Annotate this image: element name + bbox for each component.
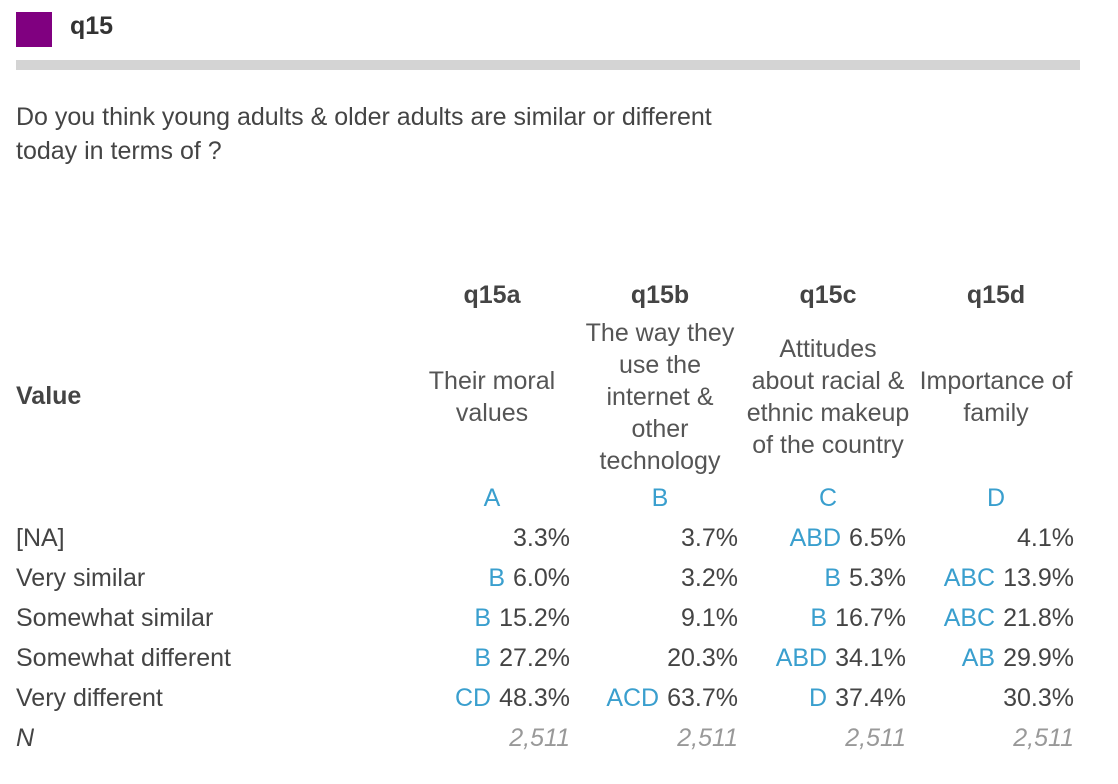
table-row: Very similar B 6.0% 3.2% B 5.3% ABC 13.9% — [10, 558, 1080, 598]
significance-letters: ABD — [789, 523, 842, 552]
cell-value: 5.3% — [849, 563, 906, 592]
row-label: N — [16, 723, 35, 752]
column-letter: B — [651, 483, 669, 512]
cell-value: 34.1% — [835, 643, 906, 672]
table-cell: B 16.7% — [744, 598, 912, 638]
cell-value: 27.2% — [499, 643, 570, 672]
table-cell: 3.2% — [576, 558, 744, 598]
cell-value: 3.3% — [513, 523, 570, 552]
significance-letters: CD — [455, 683, 492, 712]
table-cell: ACD 63.7% — [576, 678, 744, 718]
cell-value: 3.2% — [681, 563, 738, 592]
significance-letters: AB — [961, 643, 996, 672]
question-line-1: Do you think young adults & older adults… — [16, 103, 712, 131]
column-letter: C — [818, 483, 838, 512]
header-spacer — [10, 275, 408, 315]
table-cell: ABD 34.1% — [744, 638, 912, 678]
significance-letters: B — [474, 603, 492, 632]
table-cell: 9.1% — [576, 598, 744, 638]
cell-value: 21.8% — [1003, 603, 1074, 632]
column-description: Importance of family — [919, 366, 1073, 427]
cell-value: 30.3% — [1003, 683, 1074, 712]
cell-value: 63.7% — [667, 683, 738, 712]
question-line-2: today in terms of ? — [16, 137, 222, 165]
cell-value: 15.2% — [499, 603, 570, 632]
table-cell: 4.1% — [912, 518, 1080, 558]
table-cell: D 37.4% — [744, 678, 912, 718]
cell-value: 3.7% — [681, 523, 738, 552]
column-description: Attitudes about racial & ethnic makeup o… — [746, 334, 910, 459]
significance-letters: ABC — [943, 563, 996, 592]
column-description: The way they use the internet & other te… — [585, 318, 735, 475]
table-row: Somewhat different B 27.2% 20.3% ABD 34.1%… — [10, 638, 1080, 678]
table-cell: ABC 13.9% — [912, 558, 1080, 598]
cell-value: 48.3% — [499, 683, 570, 712]
column-code: q15a — [463, 280, 521, 309]
cell-value: 6.5% — [849, 523, 906, 552]
significance-letters: ABD — [775, 643, 828, 672]
cell-value: 4.1% — [1017, 523, 1074, 552]
significance-letters: D — [809, 683, 828, 712]
table-cell: B 6.0% — [408, 558, 576, 598]
significance-letters: B — [474, 643, 492, 672]
table-cell: 30.3% — [912, 678, 1080, 718]
significance-letters: ABC — [943, 603, 996, 632]
table-row: Very different CD 48.3% ACD 63.7% D 37.4% 3… — [10, 678, 1080, 718]
table-cell: CD 48.3% — [408, 678, 576, 718]
cell-value: 9.1% — [681, 603, 738, 632]
column-code: q15c — [799, 280, 857, 309]
sample-size-row: N 2,511 2,511 2,511 2,511 — [10, 718, 1080, 758]
table-row: Somewhat similar B 15.2% 9.1% B 16.7% ABC 2… — [10, 598, 1080, 638]
cell-value: 37.4% — [835, 683, 906, 712]
question-title: q15 — [70, 12, 114, 40]
table-cell: 20.3% — [576, 638, 744, 678]
cell-value: 6.0% — [513, 563, 570, 592]
significance-letters: B — [810, 603, 828, 632]
sample-size-value: 2,511 — [677, 723, 738, 752]
significance-letters: ACD — [606, 683, 660, 712]
value-header: Value — [16, 382, 82, 410]
row-label: [NA] — [16, 523, 65, 552]
cell-value: 16.7% — [835, 603, 906, 632]
column-description-row: Value Their moral values The way they us… — [10, 315, 1080, 478]
table-cell: 3.3% — [408, 518, 576, 558]
table-cell: ABC 21.8% — [912, 598, 1080, 638]
column-code-row: q15a q15b q15c q15d — [10, 275, 1080, 315]
question-text: Do you think young adults & older adults… — [16, 100, 816, 168]
row-label: Somewhat different — [16, 643, 231, 672]
cell-value: 20.3% — [667, 643, 738, 672]
table-cell: AB 29.9% — [912, 638, 1080, 678]
column-code: q15d — [966, 280, 1026, 309]
sample-size-value: 2,511 — [1013, 723, 1074, 752]
table-cell: B 15.2% — [408, 598, 576, 638]
significance-letters: B — [488, 563, 506, 592]
sample-size-value: 2,511 — [845, 723, 906, 752]
column-letter: D — [986, 483, 1006, 512]
column-description: Their moral values — [428, 366, 556, 427]
cell-value: 13.9% — [1003, 563, 1074, 592]
crosstab-table: q15a q15b q15c q15d Value Their moral va… — [10, 275, 1080, 758]
table-cell: 3.7% — [576, 518, 744, 558]
sample-size-value: 2,511 — [509, 723, 570, 752]
row-label: Very different — [16, 683, 163, 712]
column-code: q15b — [630, 280, 690, 309]
table-row: [NA] 3.3% 3.7% ABD 6.5% 4.1% — [10, 518, 1080, 558]
significance-letters: B — [824, 563, 842, 592]
table-cell: B 5.3% — [744, 558, 912, 598]
row-label: Somewhat similar — [16, 603, 214, 632]
column-letter-row: A B C D — [10, 478, 1080, 518]
column-letter: A — [483, 483, 501, 512]
header-divider — [16, 60, 1080, 70]
table-cell: ABD 6.5% — [744, 518, 912, 558]
cell-value: 29.9% — [1003, 643, 1074, 672]
table-cell: B 27.2% — [408, 638, 576, 678]
row-label: Very similar — [16, 563, 146, 592]
color-swatch — [16, 12, 52, 47]
